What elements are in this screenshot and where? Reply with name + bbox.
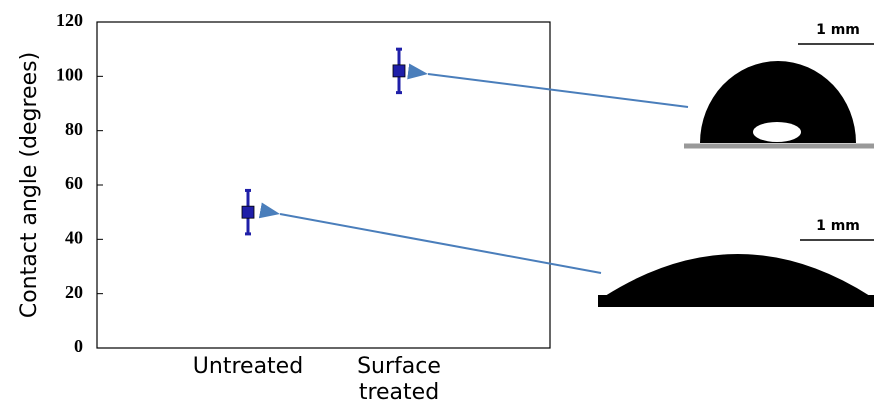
y-tick-label: 60 — [65, 173, 83, 193]
y-tick-label: 40 — [65, 227, 83, 247]
x-tick-label-box: Surface treated — [357, 354, 441, 405]
y-tick-label: 0 — [74, 336, 83, 356]
point — [241, 205, 255, 219]
y-tick-label: 100 — [56, 64, 83, 84]
droplet-image-treated — [684, 43, 874, 149]
scale-label: 1 mm — [816, 218, 860, 234]
y-tick-label: 80 — [65, 119, 83, 139]
arrow — [258, 202, 602, 274]
y-tick-label: 120 — [56, 10, 83, 30]
x-tick-label-box: Untreated — [192, 354, 304, 379]
arrow — [407, 63, 689, 108]
plot-frame — [96, 21, 551, 349]
scale-label: 1 mm — [816, 22, 860, 38]
y-axis-label: Contact angle (degrees) — [17, 52, 42, 318]
x-tick-label: Untreated — [192, 354, 304, 379]
x-tick-label: Surface treated — [357, 354, 441, 405]
point — [392, 64, 406, 78]
droplet-image-untreated — [598, 239, 874, 307]
y-tick-label: 20 — [65, 282, 83, 302]
